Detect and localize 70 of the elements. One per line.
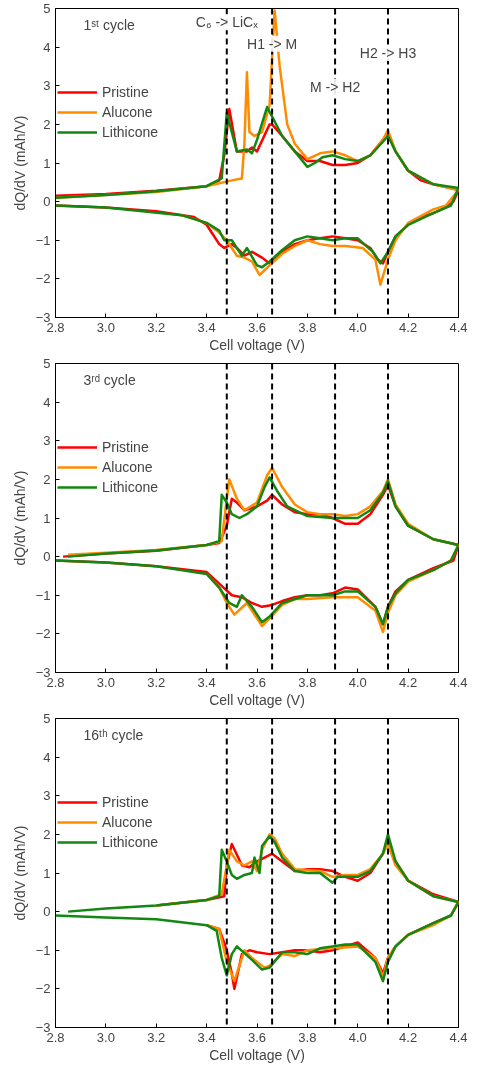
y-tick-label: −2 (35, 271, 51, 287)
ref-line-label: H1 -> M (247, 35, 298, 52)
y-tick-label: 5 (43, 1, 51, 16)
annotation: 16ᵗʰ cycle (83, 726, 144, 743)
y-axis-title: dQ/dV (mAh/V) (11, 825, 28, 921)
x-tick-label: 3.8 (298, 1029, 317, 1045)
y-tick-label: 2 (43, 826, 51, 842)
x-tick-label: 4.0 (348, 1029, 367, 1045)
x-tick-label: 3.2 (147, 1029, 166, 1045)
x-tick-label: 4.0 (348, 674, 367, 690)
x-tick-label: 4.4 (449, 319, 468, 335)
y-tick-label: 5 (43, 711, 51, 726)
x-tick-label: 4.2 (399, 674, 418, 690)
x-tick-label: 3.8 (298, 674, 317, 690)
x-axis-title: Cell voltage (V) (209, 691, 305, 708)
y-tick-label: −1 (35, 942, 51, 958)
y-tick-label: 3 (43, 78, 51, 94)
x-tick-label: 3.6 (247, 319, 267, 335)
x-tick-label: 3.2 (147, 319, 166, 335)
y-tick-label: 4 (43, 749, 51, 765)
x-tick-label: 3.4 (197, 1029, 216, 1045)
y-tick-label: 3 (43, 788, 51, 804)
y-axis-title: dQ/dV (mAh/V) (11, 115, 28, 211)
annotation: 3ʳᵈ cycle (83, 371, 136, 388)
ref-line-label: M -> H2 (309, 79, 361, 96)
y-tick-label: −2 (35, 981, 51, 997)
legend-label: Lithicone (102, 479, 159, 495)
y-tick-label: −2 (35, 626, 51, 642)
y-tick-label: 1 (43, 865, 51, 881)
y-tick-label: 1 (43, 155, 51, 171)
x-tick-label: 4.0 (348, 319, 367, 335)
y-tick-label: 0 (43, 549, 51, 565)
y-tick-label: 0 (43, 904, 51, 920)
x-tick-label: 3.6 (247, 1029, 267, 1045)
x-tick-label: 3.4 (197, 674, 216, 690)
x-tick-label: 3.0 (96, 319, 115, 335)
x-tick-label: 4.4 (449, 1029, 468, 1045)
y-tick-label: −1 (35, 232, 51, 248)
x-axis-title: Cell voltage (V) (209, 336, 305, 353)
ref-line-label: C₆ -> LiCₓ (195, 14, 259, 31)
y-tick-label: 4 (43, 394, 51, 410)
y-tick-label: 5 (43, 356, 51, 371)
x-tick-label: 4.2 (399, 319, 418, 335)
x-tick-label: 3.4 (197, 319, 216, 335)
legend-label: Lithicone (102, 124, 159, 140)
annotation: 1ˢᵗ cycle (83, 16, 136, 33)
x-tick-label: 4.4 (449, 674, 468, 690)
legend-label: Alucone (102, 459, 153, 475)
legend-label: Alucone (102, 814, 153, 830)
x-tick-label: 3.2 (147, 674, 166, 690)
legend-label: Pristine (102, 439, 149, 455)
y-tick-label: 2 (43, 471, 51, 487)
legend-label: Lithicone (102, 834, 159, 850)
x-tick-label: 3.0 (96, 674, 115, 690)
y-axis-title: dQ/dV (mAh/V) (11, 470, 28, 566)
x-axis-title: Cell voltage (V) (209, 1046, 305, 1063)
y-tick-label: 2 (43, 116, 51, 132)
ref-line-label: H2 -> H3 (359, 45, 417, 62)
y-tick-label: 3 (43, 433, 51, 449)
x-tick-label: 3.8 (298, 319, 317, 335)
x-tick-label: 3.0 (96, 1029, 115, 1045)
x-tick-label: 4.2 (399, 1029, 418, 1045)
y-tick-label: 1 (43, 510, 51, 526)
x-tick-label: 3.6 (247, 674, 267, 690)
legend-label: Pristine (102, 794, 149, 810)
y-tick-label: 0 (43, 194, 51, 210)
y-tick-label: −1 (35, 587, 51, 603)
y-tick-label: 4 (43, 39, 51, 55)
legend-label: Pristine (102, 84, 149, 100)
legend-label: Alucone (102, 104, 153, 120)
